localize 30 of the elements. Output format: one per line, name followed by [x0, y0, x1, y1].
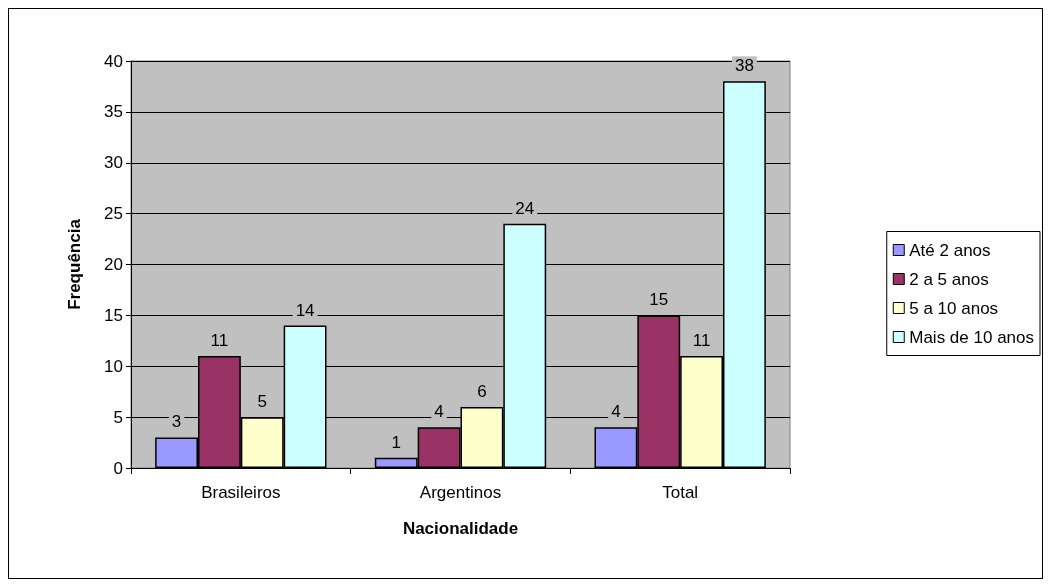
- y-tick-label: 5: [113, 407, 123, 427]
- x-tick-label: Argentinos: [419, 483, 502, 502]
- y-axis-title: Frequência: [65, 218, 84, 310]
- y-tick-label: 25: [104, 204, 123, 224]
- y-tick-label: 30: [104, 153, 123, 173]
- data-label: 6: [477, 381, 487, 401]
- y-tick-label: 40: [104, 51, 123, 71]
- legend-label: 2 a 5 anos: [909, 269, 989, 289]
- y-tick-label: 15: [104, 305, 123, 325]
- legend-label: Mais de 10 anos: [909, 327, 1035, 347]
- data-label: 5: [257, 392, 267, 412]
- data-label: 3: [171, 412, 182, 432]
- legend-label: Até 2 anos: [909, 240, 991, 260]
- y-tick-label: 10: [104, 356, 123, 376]
- y-tick-label: 20: [104, 255, 123, 274]
- legend-label: 5 a 10 anos: [909, 298, 999, 318]
- data-label: 4: [434, 402, 444, 422]
- data-label: 1: [391, 432, 401, 452]
- y-tick-label: 35: [104, 102, 123, 122]
- data-label: 11: [692, 331, 711, 351]
- x-tick-label: Total: [662, 483, 699, 502]
- y-tick-label: 0: [113, 458, 123, 478]
- data-label: 4: [611, 402, 621, 422]
- data-label: 15: [649, 290, 669, 310]
- x-axis-title: Nacionalidade: [402, 519, 519, 538]
- data-label: 14: [295, 300, 315, 320]
- data-label: 38: [734, 56, 754, 76]
- data-label: 24: [515, 198, 535, 218]
- x-tick-label: Brasileiros: [201, 483, 281, 502]
- data-label: 11: [210, 331, 229, 351]
